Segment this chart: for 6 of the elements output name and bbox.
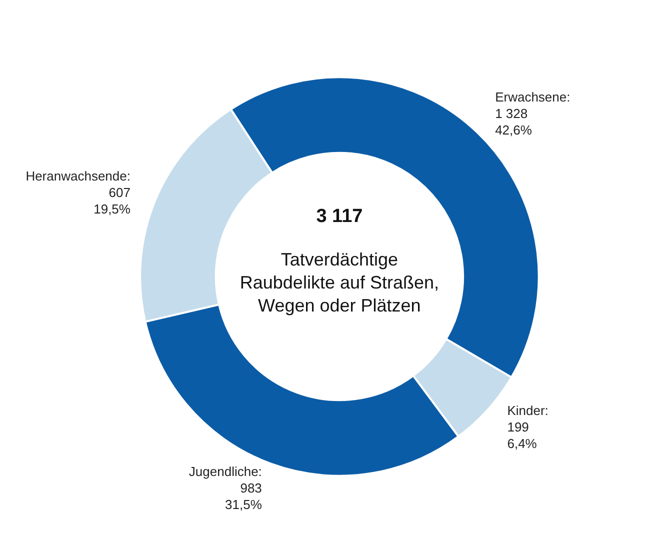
text: 3 117 <box>316 206 363 228</box>
slice-label: Kinder: 199 6,4% <box>507 402 548 451</box>
slice-label: Heranwachsende: 607 19,5% <box>26 168 131 216</box>
slice-label: Erwachsene: 1 328 42,6% <box>495 90 570 138</box>
text: Tatverdächtige Raubdelikte auf Straßen, Wegen oder Plätzen <box>240 249 440 316</box>
slice-label: Jugendliche: 983 31,5% <box>188 464 262 512</box>
